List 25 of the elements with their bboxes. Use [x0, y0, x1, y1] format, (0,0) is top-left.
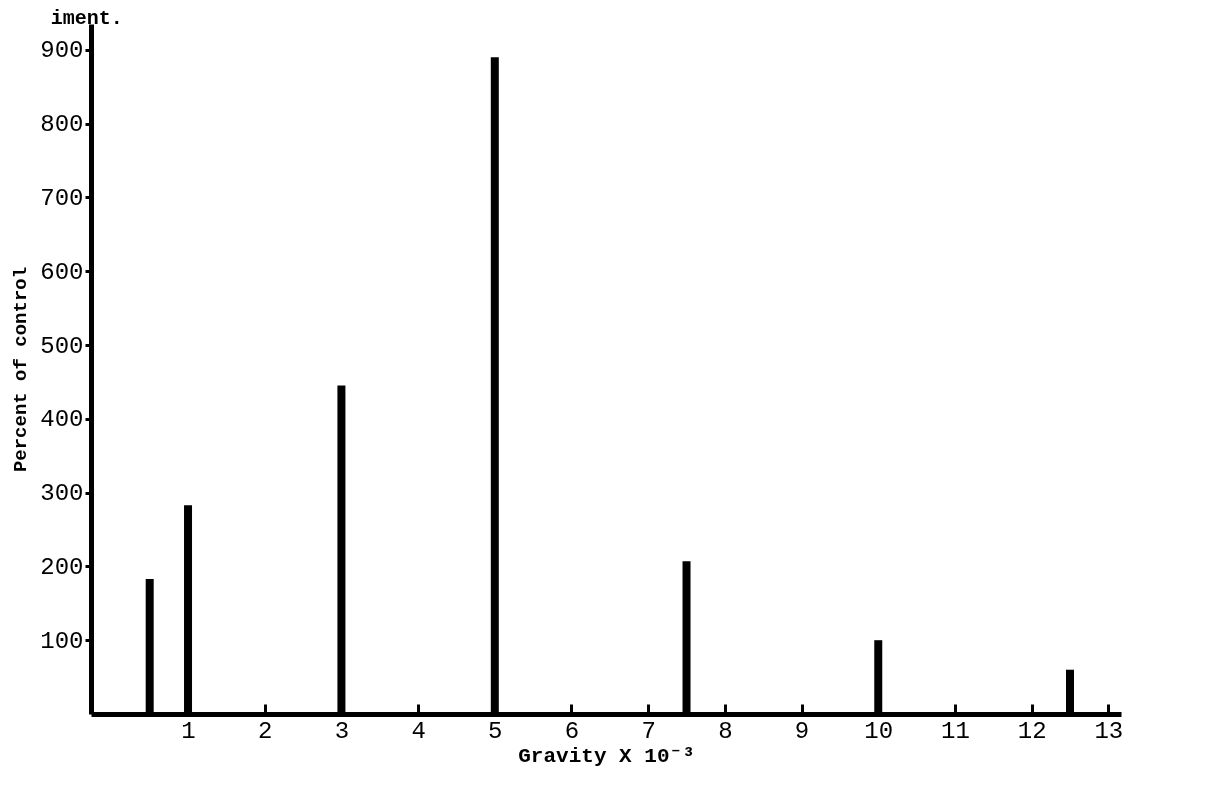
x-tick-label: 9	[794, 717, 810, 745]
y-tick-label: 500	[40, 332, 84, 360]
y-tick-label: 200	[40, 553, 84, 581]
y-tick-label: 600	[40, 258, 84, 286]
x-tick-label: 6	[564, 717, 580, 745]
y-tick-label: 700	[40, 184, 84, 212]
x-tick-label: 8	[718, 717, 733, 745]
x-tick-label: 7	[641, 717, 656, 745]
x-tick-label: 10	[864, 717, 894, 745]
y-axis-title: Percent of control	[10, 266, 33, 473]
chart-title: iment.	[50, 7, 123, 30]
y-tick-label: 300	[40, 480, 84, 508]
x-tick-label: 5	[488, 717, 503, 745]
x-tick-label: 3	[334, 717, 350, 745]
x-axis-title: Gravity X 10⁻³	[518, 744, 695, 768]
y-tick-label: 100	[40, 627, 84, 655]
x-tick-label: 1	[181, 717, 196, 745]
x-tick-label: 13	[1094, 717, 1124, 745]
y-tick-label: 400	[40, 406, 84, 434]
x-tick-label: 12	[1017, 717, 1047, 745]
y-tick-label: 800	[40, 111, 84, 139]
x-tick-label: 4	[411, 717, 426, 745]
x-tick-label: 2	[258, 717, 273, 745]
x-tick-label: 11	[941, 717, 970, 745]
y-tick-label: 900	[40, 37, 84, 65]
